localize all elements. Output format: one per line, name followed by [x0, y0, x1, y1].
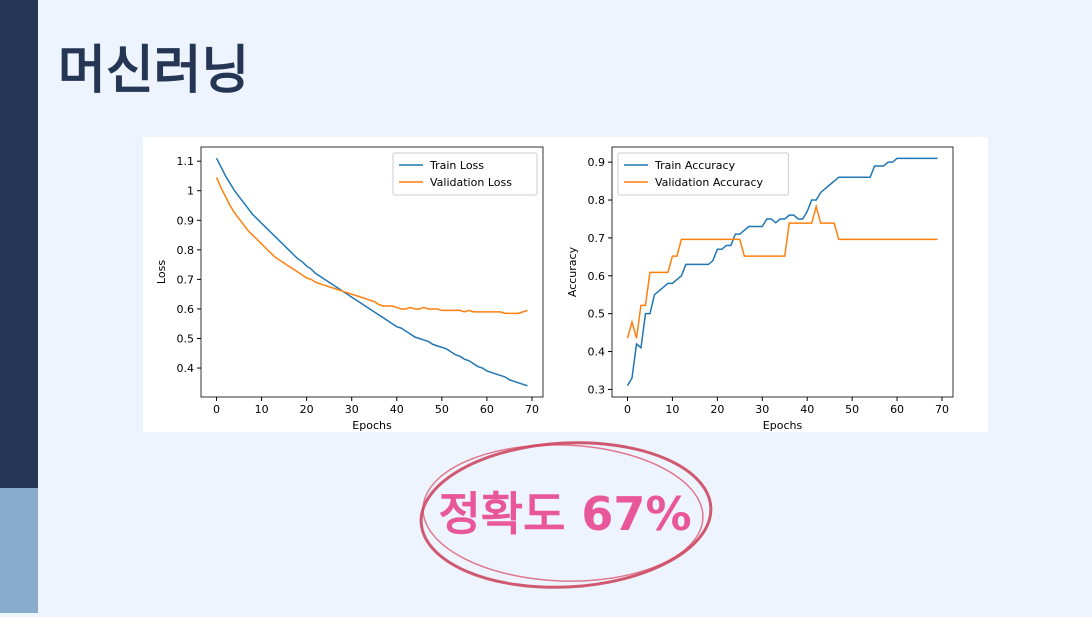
y-tick-label: 0.4	[177, 362, 195, 375]
y-tick-label: 0.6	[588, 270, 606, 283]
x-tick-label: 70	[935, 403, 949, 416]
y-tick-label: 0.7	[177, 273, 195, 286]
y-tick-label: 0.7	[588, 232, 606, 245]
x-tick-label: 10	[665, 403, 679, 416]
side-bar-lower	[0, 488, 38, 613]
legend-box	[392, 152, 538, 196]
plot-frame	[611, 146, 954, 398]
x-tick-label: 0	[624, 403, 631, 416]
x-tick-label: 60	[890, 403, 904, 416]
y-tick-label: 0.4	[588, 346, 606, 359]
plot-frame	[200, 146, 544, 398]
legend-label: Train Accuracy	[654, 159, 736, 172]
x-tick-label: 40	[800, 403, 814, 416]
y-tick-label: 1.1	[177, 155, 195, 168]
x-tick-label: 0	[213, 403, 220, 416]
x-tick-label: 20	[300, 403, 314, 416]
y-tick-label: 0.8	[588, 194, 606, 207]
y-tick-label: 0.3	[588, 383, 606, 396]
series-line	[626, 203, 938, 339]
x-tick-label: 10	[255, 403, 269, 416]
y-tick-label: 0.5	[588, 308, 606, 321]
callout: 정확도 67%	[438, 487, 691, 541]
x-tick-label: 50	[845, 403, 859, 416]
chart-image	[143, 137, 988, 432]
y-axis-label: Accuracy	[566, 246, 579, 297]
y-tick-label: 0.9	[588, 156, 606, 169]
legend-label: Validation Loss	[430, 176, 512, 189]
x-tick-label: 70	[525, 403, 539, 416]
y-axis-label: Loss	[155, 260, 168, 284]
legend-label: Validation Accuracy	[655, 176, 764, 189]
slide-title: 머신러닝	[58, 41, 249, 101]
x-tick-label: 40	[390, 403, 404, 416]
x-tick-label: 30	[345, 403, 359, 416]
legend-label: Train Loss	[429, 159, 484, 172]
legend-box	[617, 152, 789, 196]
side-bar	[0, 0, 38, 488]
series-line	[215, 177, 528, 315]
y-tick-label: 0.5	[177, 332, 195, 345]
y-tick-label: 0.6	[177, 303, 195, 316]
y-tick-label: 1	[187, 185, 194, 198]
x-tick-label: 60	[480, 403, 494, 416]
x-tick-label: 20	[710, 403, 724, 416]
x-tick-label: 50	[435, 403, 449, 416]
series-line	[626, 157, 938, 387]
scribble-circle	[419, 441, 713, 589]
series-line	[215, 157, 528, 387]
scribble-circle	[422, 444, 704, 582]
x-axis-label: Epochs	[763, 419, 803, 432]
y-tick-label: 0.9	[177, 214, 195, 227]
x-axis-label: Epochs	[352, 419, 392, 432]
x-tick-label: 30	[755, 403, 769, 416]
y-tick-label: 0.8	[177, 244, 195, 257]
